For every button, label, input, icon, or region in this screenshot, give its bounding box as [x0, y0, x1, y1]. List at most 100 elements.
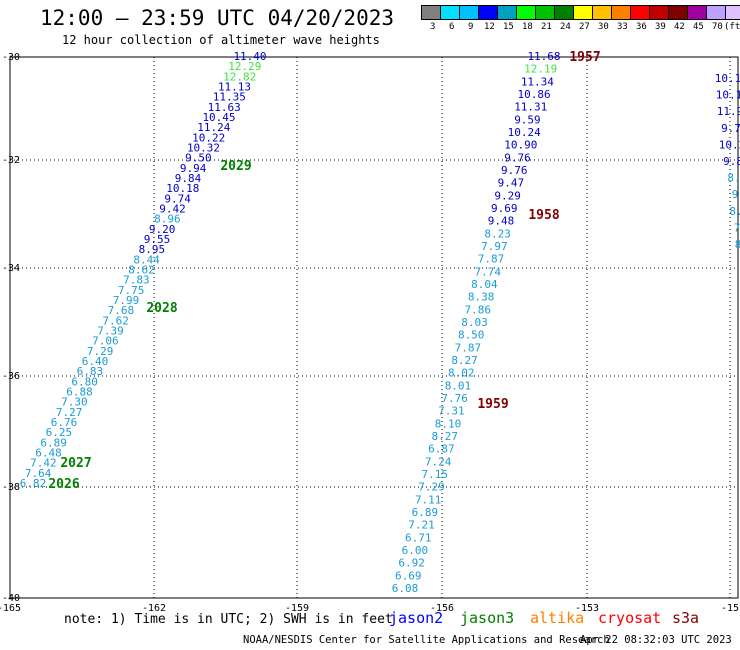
track1-swh-label: 9.94	[180, 162, 207, 175]
track2-swh-label: 6.00	[402, 544, 429, 557]
track1-swh-label: 9.84	[175, 172, 202, 185]
track1-swh-label: 9.20	[149, 223, 176, 236]
track1-swh-label: 6.76	[51, 416, 78, 429]
track1-swh-label: 11.40	[233, 50, 266, 63]
scale-label: 30	[598, 22, 609, 32]
note-text: note: 1) Time is in UTC; 2) SWH is in fe…	[64, 612, 393, 627]
track1-swh-label: 6.82	[20, 477, 47, 490]
legend-s3a: s3a	[672, 609, 700, 627]
track1-swh-label: 9.74	[164, 192, 191, 205]
track3-swh-label: 10.1	[715, 72, 740, 85]
lat-tick-label: -36	[2, 371, 20, 382]
track2-swh-label: 9.69	[491, 202, 518, 215]
track1-swh-label: 6.80	[71, 375, 98, 388]
lat-tick-label: -38	[2, 482, 20, 493]
track2-time-label: 1958	[528, 208, 559, 223]
page-subtitle: 12 hour collection of altimeter wave hei…	[62, 33, 380, 47]
track1-swh-label: 10.45	[202, 111, 235, 124]
track1-swh-label: 6.83	[77, 365, 104, 378]
track2-swh-label: 7.24	[425, 455, 452, 468]
scale-label: 70	[712, 22, 723, 32]
track2-swh-label: 6.08	[392, 582, 419, 595]
scale-label: 9	[468, 22, 474, 32]
legend-jason2: jason2	[389, 609, 444, 627]
track1-swh-label: 7.75	[118, 284, 145, 297]
track3-swh-label: 7	[734, 221, 740, 234]
track2-swh-label: 9.59	[514, 113, 541, 126]
track2-swh-label: 8.27	[451, 354, 478, 367]
lat-tick-label: -40	[2, 593, 20, 604]
legend-altika: altika	[530, 609, 585, 627]
track2-swh-label: 8.38	[468, 291, 495, 304]
track1-swh-label: 12.82	[223, 70, 256, 83]
track2-swh-label: 7.31	[438, 405, 465, 418]
track1-swh-label: 7.42	[30, 457, 57, 470]
track2-swh-label: 11.68	[527, 50, 560, 63]
track3-swh-label: 9.7	[721, 122, 740, 135]
track1-time-label: 2029	[220, 159, 251, 174]
track1-swh-label: 10.22	[192, 131, 225, 144]
track2-swh-label: 6.92	[398, 557, 425, 570]
page-title: 12:00 — 23:59 UTC 04/20/2023	[40, 6, 395, 30]
track1-swh-label: 7.27	[56, 406, 83, 419]
track2-swh-label: 9.29	[494, 189, 521, 202]
track2-swh-label: 7.21	[408, 519, 435, 532]
track2-swh-label: 7.87	[478, 253, 505, 266]
lon-tick-label: -159	[285, 603, 309, 614]
track3-swh-label: 10.2	[719, 138, 740, 151]
track2-swh-label: 9.76	[504, 151, 531, 164]
track2-swh-label: 7.74	[474, 265, 501, 278]
track2-swh-label: 7.29	[418, 481, 445, 494]
track1-swh-label: 6.25	[46, 426, 73, 439]
footer-org: NOAA/NESDIS Center for Satellite Applica…	[243, 634, 610, 646]
lat-tick-label: -32	[2, 155, 20, 166]
track1-swh-label: 8.44	[133, 253, 160, 266]
scale-label: 3	[430, 22, 436, 32]
track1-swh-label: 7.06	[92, 335, 119, 348]
track2-swh-label: 8.27	[431, 430, 458, 443]
lon-tick-label: -153	[575, 603, 599, 614]
track2-swh-label: 7.87	[455, 341, 482, 354]
track1-swh-label: 6.88	[66, 386, 93, 399]
track1-swh-label: 11.35	[213, 91, 246, 104]
scale-label: 27	[579, 22, 590, 32]
legend-jason3: jason3	[460, 609, 515, 627]
track2-swh-label: 6.71	[405, 531, 432, 544]
track2-swh-label: 8.03	[461, 316, 488, 329]
track2-swh-label: 12.19	[524, 63, 557, 76]
track1-swh-label: 6.40	[82, 355, 109, 368]
color-scale	[421, 5, 740, 21]
track1-swh-label: 7.62	[102, 314, 129, 327]
track1-swh-label: 7.64	[25, 467, 52, 480]
scale-label: 18	[522, 22, 533, 32]
track2-swh-label: 8.10	[435, 417, 462, 430]
lat-tick-label: -30	[2, 52, 20, 63]
track1-swh-label: 9.42	[159, 203, 186, 216]
track1-time-label: 2028	[146, 301, 177, 316]
scale-label: 36	[636, 22, 647, 32]
track3-swh-label: 8.	[729, 205, 740, 218]
track2-swh-label: 9.48	[488, 215, 515, 228]
track2-swh-label: 7.97	[481, 240, 508, 253]
scale-label: 12	[484, 22, 495, 32]
track1-swh-label: 12.29	[228, 60, 261, 73]
scale-label: 15	[503, 22, 514, 32]
track1-swh-label: 10.32	[187, 142, 220, 155]
track2-swh-label: 8.50	[458, 329, 485, 342]
track2-swh-label: 10.24	[508, 126, 541, 139]
track2-swh-label: 7.11	[415, 493, 442, 506]
track2-swh-label: 10.86	[518, 88, 551, 101]
map-frame	[9, 56, 739, 599]
track3-swh-label: 8.	[727, 172, 740, 185]
track2-swh-label: 8.02	[448, 367, 475, 380]
track1-swh-label: 7.30	[61, 396, 88, 409]
scale-label: (ft)	[724, 22, 740, 32]
track1-swh-label: 8.95	[139, 243, 166, 256]
track2-swh-label: 8.04	[471, 278, 498, 291]
track2-swh-label: 9.47	[498, 177, 525, 190]
scale-label: 33	[617, 22, 628, 32]
scale-label: 6	[449, 22, 455, 32]
lon-tick-label: -156	[430, 603, 454, 614]
track2-swh-label: 9.76	[501, 164, 528, 177]
